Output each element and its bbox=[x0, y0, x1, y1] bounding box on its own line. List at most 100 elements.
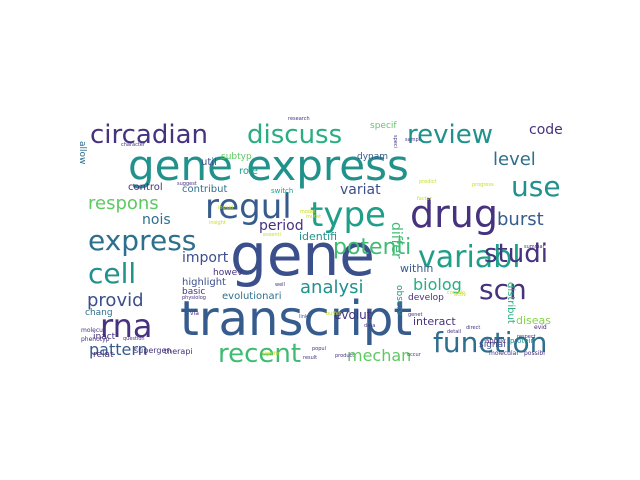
word-signal: signal bbox=[479, 340, 506, 350]
word-detail: detail bbox=[447, 329, 461, 335]
word-howev: howev bbox=[213, 268, 243, 278]
word-chang: chang bbox=[85, 308, 113, 318]
word-direct: direct bbox=[466, 325, 480, 331]
word-provid: provid bbox=[87, 290, 144, 311]
word-signific: signific bbox=[262, 351, 280, 357]
word-supergen: supergen bbox=[134, 346, 171, 355]
word-popul: popul bbox=[312, 346, 326, 352]
word-studi: studi bbox=[484, 239, 548, 269]
word-activ: activ bbox=[454, 292, 466, 298]
word-nois: nois bbox=[142, 212, 171, 228]
word-variat: variat bbox=[340, 182, 381, 198]
word-well: well bbox=[275, 282, 285, 288]
word-use: use bbox=[511, 170, 561, 203]
word-predict: predict bbox=[419, 179, 437, 185]
word-respons: respons bbox=[88, 193, 159, 214]
word-dynam: dynam bbox=[357, 152, 388, 162]
word-respect: respect bbox=[517, 334, 536, 340]
word-evolut: evolut bbox=[334, 308, 372, 322]
word-physiolog: physiolog bbox=[182, 295, 206, 301]
word-express: express bbox=[88, 224, 196, 257]
word-basic: basic bbox=[182, 287, 205, 297]
word-circadian: circadian bbox=[90, 120, 208, 150]
word-data: data bbox=[364, 323, 375, 329]
word-transcript: transcript bbox=[180, 291, 412, 347]
word-insight: insight bbox=[209, 220, 226, 226]
word-diseas: diseas bbox=[516, 314, 551, 327]
word-subtyp: subtyp bbox=[221, 152, 252, 162]
word-burst: burst bbox=[497, 209, 544, 230]
word-combin: combin bbox=[447, 290, 465, 296]
word-role: role bbox=[239, 166, 258, 177]
word-period: period bbox=[259, 218, 304, 234]
word-analysi: analysi bbox=[300, 277, 364, 298]
word-genet: genet bbox=[408, 312, 422, 318]
word-highlight: highlight bbox=[182, 277, 226, 288]
word-develop: develop bbox=[408, 293, 444, 303]
word-applic: applic bbox=[485, 337, 506, 345]
word-occur: occur bbox=[407, 352, 422, 358]
word-rna: rna bbox=[100, 307, 152, 345]
word-evid: evid bbox=[534, 324, 547, 331]
word-interact: interact bbox=[413, 315, 456, 328]
word-differ: differ bbox=[388, 222, 404, 259]
word-character: character bbox=[121, 142, 146, 148]
word-review: review bbox=[407, 120, 493, 150]
word-switch: switch bbox=[271, 187, 293, 195]
word-gene-express: gene express bbox=[128, 141, 409, 190]
word-model: model bbox=[300, 209, 316, 215]
word-gene: gene bbox=[230, 221, 375, 289]
word-level: level bbox=[493, 149, 536, 170]
word-therapi: therapi bbox=[164, 347, 193, 356]
word-possibl: possibl bbox=[524, 350, 545, 357]
word-potenti: potenti bbox=[333, 235, 411, 260]
word-link: link bbox=[299, 314, 308, 320]
word-progress: progress bbox=[472, 182, 494, 188]
word-drug: drug bbox=[410, 192, 498, 236]
word-util: util bbox=[201, 157, 217, 168]
word-distribut: distribut bbox=[505, 282, 516, 324]
word-function: function bbox=[433, 326, 547, 359]
word-variabl: variabl bbox=[418, 240, 521, 275]
word-buffer: buffer bbox=[326, 311, 342, 317]
word-speci: speci bbox=[392, 135, 398, 148]
word-summar: summar bbox=[524, 244, 546, 250]
word-mutat: mutat bbox=[306, 214, 321, 220]
word-pattern: pattern bbox=[89, 340, 148, 359]
word-evolutionari: evolutionari bbox=[222, 291, 281, 302]
word-import: import bbox=[182, 250, 229, 266]
word-inact: inact bbox=[93, 332, 116, 342]
word-observ: observ bbox=[394, 285, 404, 316]
word-control: control bbox=[128, 182, 163, 193]
word-molecular: molecular bbox=[489, 350, 519, 357]
word-discuss: discuss bbox=[247, 120, 342, 150]
word-contribut: contribut bbox=[182, 184, 227, 195]
word-allow: allow bbox=[77, 141, 87, 164]
word-sampl: sampl bbox=[405, 137, 420, 143]
word-identifi: identifi bbox=[299, 230, 337, 243]
word-type: type bbox=[310, 195, 386, 235]
word-includ: includ bbox=[218, 205, 233, 211]
word-biolog: biolog bbox=[413, 275, 462, 294]
word-via: via bbox=[190, 310, 199, 317]
word-protein: protein bbox=[510, 337, 535, 345]
word-phenotyp: phenotyp bbox=[81, 336, 110, 343]
word-product: product bbox=[335, 353, 354, 359]
word-code: code bbox=[529, 122, 563, 138]
word-regul: regul bbox=[205, 187, 292, 227]
word-specif: specif bbox=[370, 121, 397, 131]
word-scn: scn bbox=[479, 273, 527, 306]
word-within: within bbox=[400, 262, 433, 275]
word-research: research bbox=[288, 116, 310, 122]
word-molecul: molecul bbox=[81, 327, 105, 334]
word-recent: recent bbox=[218, 339, 301, 369]
word-cell: cell bbox=[88, 257, 136, 290]
word-mechan: mechan bbox=[347, 346, 411, 365]
word-question: question bbox=[123, 336, 145, 342]
word-suggest: suggest bbox=[177, 181, 197, 187]
word-factor: factor bbox=[417, 196, 433, 202]
word-result: result bbox=[303, 355, 317, 361]
word-relat: relat bbox=[93, 350, 114, 360]
